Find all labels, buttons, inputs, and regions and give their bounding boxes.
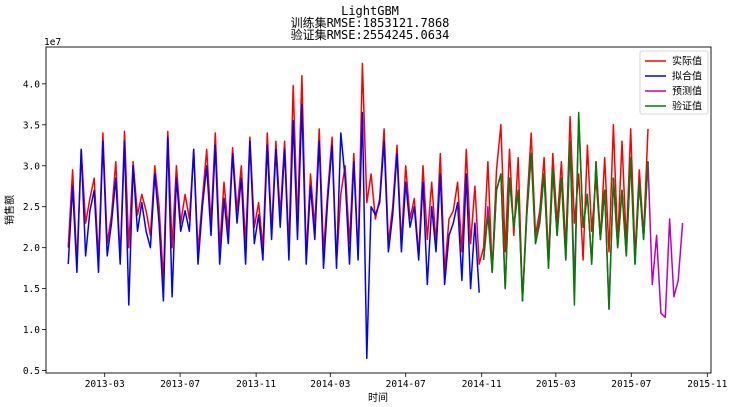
- y-tick-label: 3.5: [23, 120, 40, 131]
- x-tick-label: 2013-11: [236, 379, 276, 390]
- x-tick-label: 2014-03: [310, 379, 350, 390]
- x-tick-label: 2015-11: [687, 379, 727, 390]
- legend-label-1: 拟合值: [672, 70, 702, 83]
- legend-label-2: 预测值: [672, 85, 702, 98]
- y-tick-label: 2.5: [23, 202, 40, 213]
- plot-lines: [67, 62, 684, 360]
- x-axis-label: 时间: [368, 391, 388, 404]
- legend-box: [639, 50, 709, 115]
- x-axis-ticks: 2013-03 2013-07 2013-11 2014-03 2014-07 2014-…: [85, 373, 728, 390]
- y-axis-ticks: 0.5 1.0 1.5 2.0 2.5 3.0 3.5 4.0: [23, 79, 46, 377]
- y-tick-label: 3.0: [23, 161, 40, 172]
- y-tick-label: 0.5: [23, 366, 40, 377]
- y-tick-label: 4.0: [23, 79, 40, 90]
- series-line-1: [67, 103, 480, 360]
- y-tick-label: 1.0: [23, 325, 40, 336]
- chart-subtitle-train: 训练集RMSE:1853121.7868: [291, 15, 450, 30]
- series-line-3: [482, 111, 649, 310]
- chart-title: LightGBM: [341, 4, 399, 18]
- legend-label-3: 验证值: [672, 100, 702, 113]
- y-tick-label: 1.5: [23, 284, 40, 295]
- y-offset-label: 1e7: [44, 37, 61, 48]
- chart-subtitle-val: 验证集RMSE:2554245.0634: [291, 27, 450, 42]
- x-tick-label: 2013-07: [160, 379, 200, 390]
- legend-label-0: 实际值: [672, 55, 702, 68]
- x-tick-label: 2015-03: [536, 379, 576, 390]
- plot-frame: [45, 46, 712, 374]
- x-tick-label: 2013-03: [85, 379, 125, 390]
- y-tick-label: 2.0: [23, 243, 40, 254]
- y-axis-label: 销售额: [3, 195, 16, 225]
- x-tick-label: 2015-07: [611, 379, 651, 390]
- x-tick-label: 2014-11: [462, 379, 502, 390]
- x-tick-label: 2014-07: [386, 379, 426, 390]
